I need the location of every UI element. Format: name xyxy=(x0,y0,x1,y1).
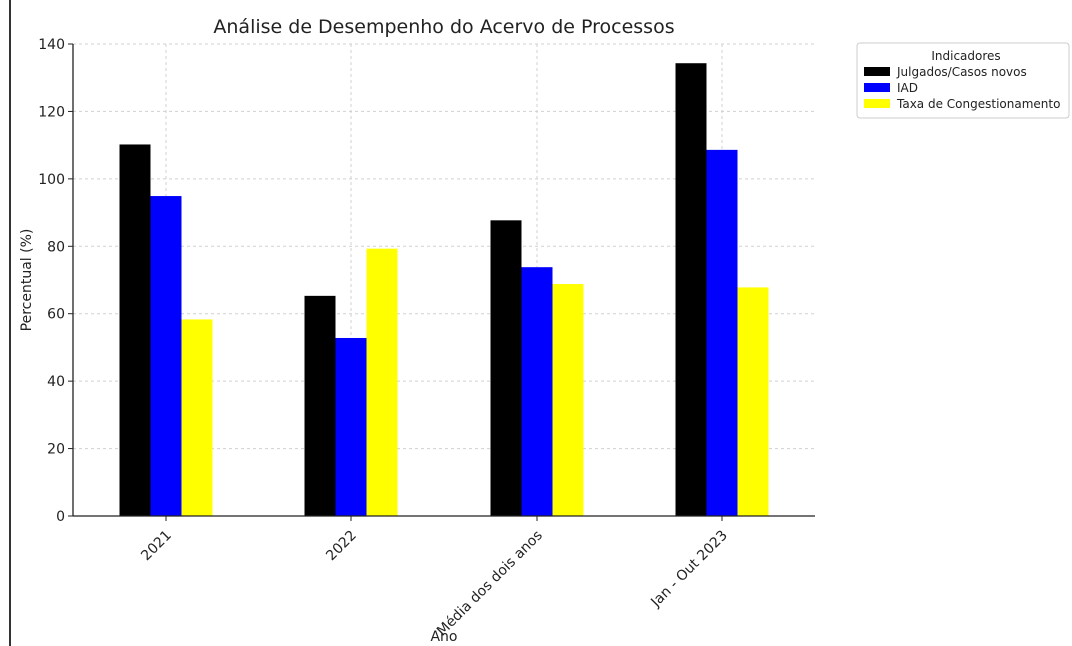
chart-title: Análise de Desempenho do Acervo de Proce… xyxy=(213,16,674,38)
legend-label: IAD xyxy=(897,81,918,95)
x-tick-label: 2021 xyxy=(138,528,175,565)
legend: Indicadores Julgados/Casos novos IAD Taxa … xyxy=(856,42,1070,119)
y-tick-label: 20 xyxy=(47,442,65,458)
bar xyxy=(675,63,707,517)
x-tick-label: Jan - Out 2023 xyxy=(647,528,730,611)
bar xyxy=(552,284,584,516)
y-tick-label: 60 xyxy=(47,307,65,323)
x-ticks: 2021 2022 Média dos dois anos Jan - Out 202… xyxy=(138,516,731,639)
left-border-line xyxy=(9,0,11,646)
bar xyxy=(521,267,553,516)
y-axis-label: Percentual (%) xyxy=(19,229,35,332)
legend-swatch xyxy=(864,99,890,108)
y-tick-label: 140 xyxy=(38,37,65,53)
bar xyxy=(304,295,336,516)
legend-title: Indicadores xyxy=(931,49,1000,63)
bar xyxy=(150,196,182,516)
bar xyxy=(490,220,522,516)
axes xyxy=(72,44,815,517)
legend-box xyxy=(856,42,1070,119)
bar xyxy=(366,248,398,516)
bar xyxy=(706,149,738,516)
legend-swatch xyxy=(864,67,890,76)
y-tick-label: 40 xyxy=(47,374,65,390)
legend-label: Julgados/Casos novos xyxy=(896,65,1027,79)
x-tick-label: 2022 xyxy=(323,528,360,565)
y-tick-label: 120 xyxy=(38,104,65,120)
bars-group xyxy=(119,63,769,517)
legend-swatch xyxy=(864,83,890,92)
y-tick-label: 100 xyxy=(38,172,65,188)
bar xyxy=(181,319,213,516)
legend-label: Taxa de Congestionamento xyxy=(896,97,1060,111)
y-ticks: 0 20 40 60 80 100 120 140 xyxy=(38,37,73,525)
x-axis-label: Ano xyxy=(430,629,457,645)
y-tick-label: 0 xyxy=(56,509,65,525)
bar xyxy=(737,287,769,516)
x-tick-label: Média dos dois anos xyxy=(434,528,546,640)
bar xyxy=(119,144,151,516)
legend-items: Julgados/Casos novos IAD Taxa de Congestio… xyxy=(864,65,1060,111)
y-tick-label: 80 xyxy=(47,239,65,255)
bar xyxy=(335,337,367,516)
